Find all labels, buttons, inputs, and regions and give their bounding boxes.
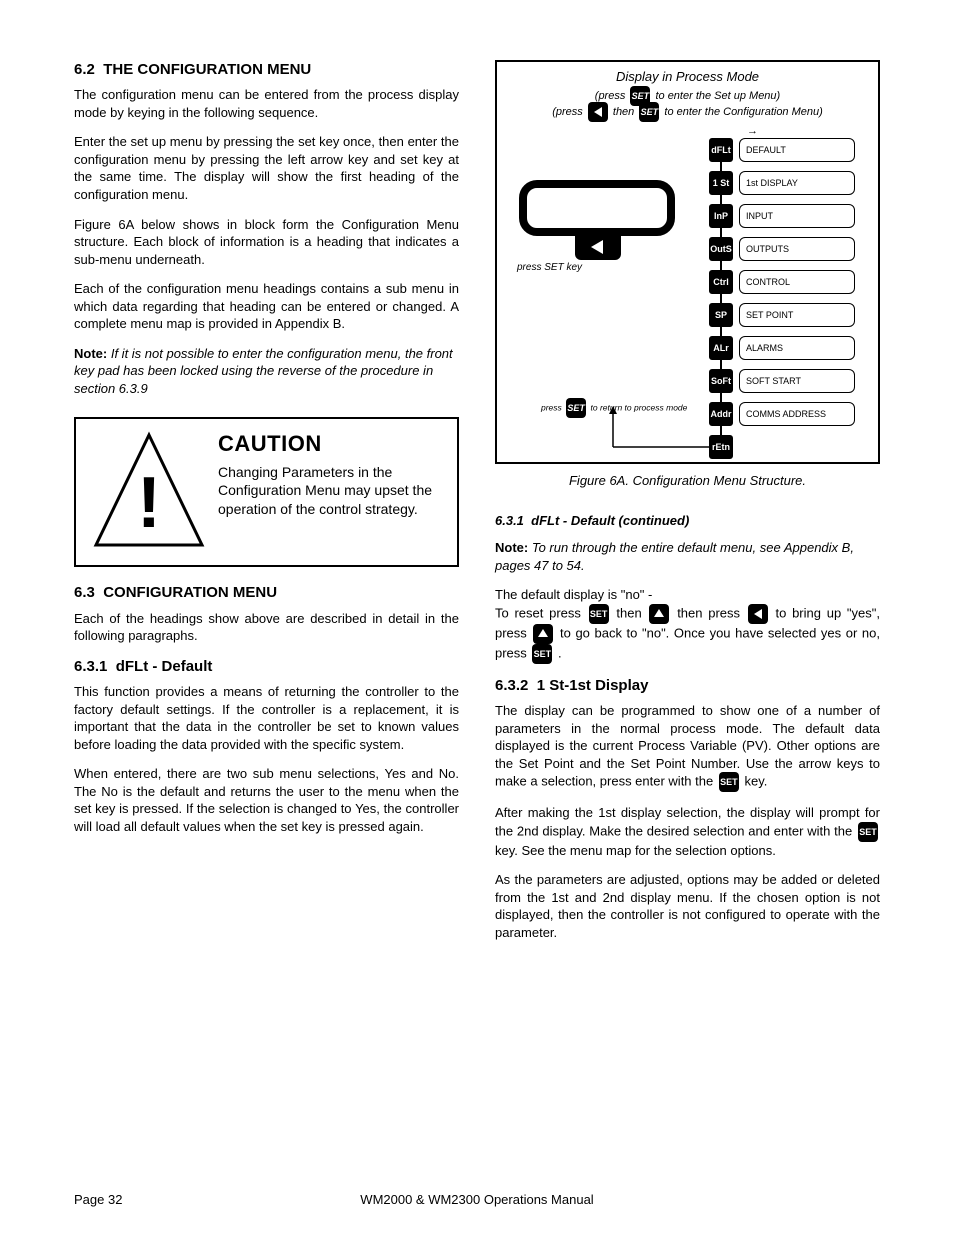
flow-node: Ctrl [709, 270, 733, 294]
flow-node-label: SOFT START [739, 369, 855, 393]
sec63-head: CONFIGURATION MENU [103, 584, 277, 601]
svg-text:!: ! [137, 463, 161, 543]
flow-node-label: INPUT [739, 204, 855, 228]
set-button-icon: SET [589, 604, 609, 624]
set-button-icon: SET [719, 772, 739, 792]
flow-node: dFLt [709, 138, 733, 162]
note2: Note: To run through the entire default … [495, 539, 880, 574]
dflt-flow: The default display is "no" - To reset p… [495, 586, 880, 664]
flow-node: OutS [709, 237, 733, 261]
flow-node: InP [709, 204, 733, 228]
set-button-icon: SET [858, 822, 878, 842]
sec62-p4: Each of the configuration menu headings … [74, 280, 459, 333]
sec62-p3: Figure 6A below shows in block form the … [74, 216, 459, 269]
sec632-p3: As the parameters are adjusted, options … [495, 871, 880, 941]
flow-node-label: 1st DISPLAY [739, 171, 855, 195]
set-button-icon: SET [532, 644, 552, 664]
note2-body: To run through the entire default menu, … [495, 540, 854, 573]
sec631-p2: When entered, there are two sub menu sel… [74, 765, 459, 835]
figure-6a: Display in Process Mode (press SET to en… [495, 60, 880, 464]
warning-triangle-icon: ! [90, 429, 208, 551]
flow-node-label: SET POINT [739, 303, 855, 327]
sec63-p1: Each of the headings show above are desc… [74, 610, 459, 645]
flow-node-label: DEFAULT [739, 138, 855, 162]
flow-node: 1 St [709, 171, 733, 195]
sec631c-num: 6.3.1 [495, 513, 524, 528]
sec632-head: 1 St-1st Display [537, 677, 649, 694]
arrow-right-icon: → [747, 126, 758, 137]
right-column: Display in Process Mode (press SET to en… [495, 60, 880, 953]
flow-node: SoFt [709, 369, 733, 393]
sec631c-head: dFLt - Default (continued) [531, 513, 689, 528]
footer-title: WM2000 & WM2300 Operations Manual [0, 1191, 954, 1209]
note2-label: Note: [495, 540, 528, 555]
flow-node-label: ALARMS [739, 336, 855, 360]
flow-node-label: COMMS ADDRESS [739, 402, 855, 426]
flow-node: Addr [709, 402, 733, 426]
left-arrow-icon [748, 604, 768, 624]
up-arrow-icon [649, 604, 669, 624]
sec632-p2: After making the 1st display selection, … [495, 804, 880, 859]
set-icon: SET [566, 398, 586, 418]
sec632-num: 6.3.2 [495, 677, 528, 694]
flow-node-label: CONTROL [739, 270, 855, 294]
fig-caption: Figure 6A. Configuration Menu Structure. [495, 472, 880, 490]
note1-label: Note: [74, 346, 107, 361]
flow-node-label: OUTPUTS [739, 237, 855, 261]
left-column: 6.2 THE CONFIGURATION MENU The configura… [74, 60, 459, 953]
note1: Note: If it is not possible to enter the… [74, 345, 459, 398]
sec62-p2: Enter the set up menu by pressing the se… [74, 133, 459, 203]
sec632-p1: The display can be programmed to show on… [495, 702, 880, 792]
flow-node: SP [709, 303, 733, 327]
sec631-num: 6.3.1 [74, 658, 107, 675]
sec62-num: 6.2 [74, 61, 95, 78]
caution-box: ! CAUTION Changing Parameters in the Con… [74, 417, 459, 567]
return-hint: press SET to return to process mode [541, 398, 701, 418]
up-arrow-icon [533, 624, 553, 644]
sec631-p1: This function provides a means of return… [74, 683, 459, 753]
flow-node: ALr [709, 336, 733, 360]
flow-node-return: rEtn [709, 435, 733, 459]
note1-body: If it is not possible to enter the confi… [74, 346, 453, 396]
sec63-num: 6.3 [74, 584, 95, 601]
sec62-head: THE CONFIGURATION MENU [103, 61, 311, 78]
sec62-p1: The configuration menu can be entered fr… [74, 86, 459, 121]
sec631-head: dFLt - Default [116, 658, 213, 675]
